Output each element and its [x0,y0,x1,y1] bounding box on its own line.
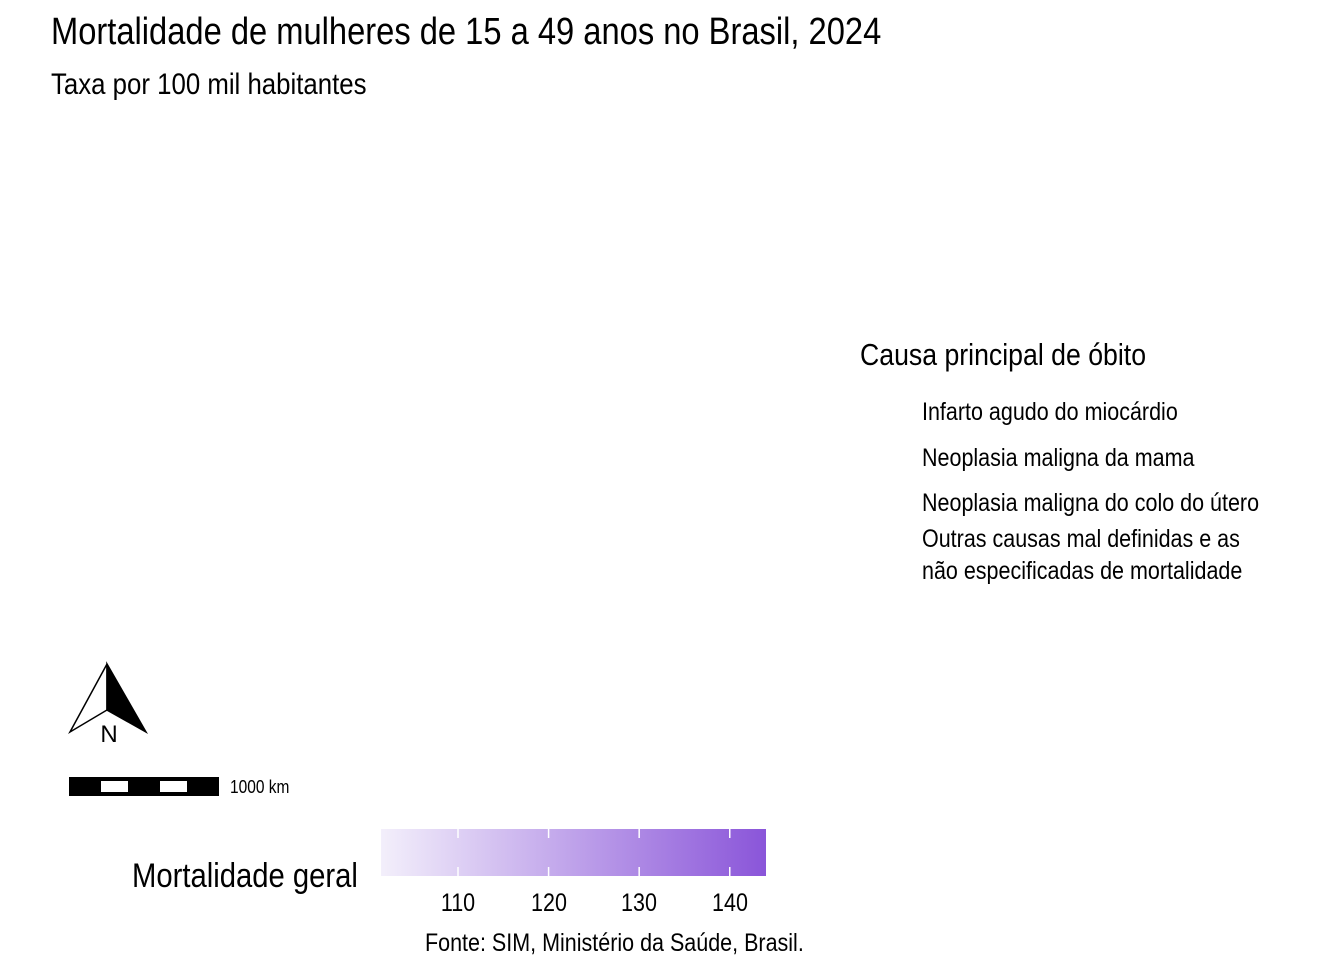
colorbar-title: Mortalidade geral [132,857,358,895]
cause-legend-item: Neoplasia maligna do colo do útero [922,487,1259,519]
scale-bar-frame [69,777,219,796]
cause-legend-item: Outras causas mal definidas e as não esp… [922,523,1242,587]
north-arrow-right-half [106,661,149,734]
chart-subtitle: Taxa por 100 mil habitantes [51,68,367,101]
cause-legend-item: Infarto agudo do miocárdio [922,396,1178,428]
colorbar-gradient [381,829,766,876]
cause-legend-label: Neoplasia maligna do colo do útero [922,489,1260,517]
scale-bar-segment [160,781,187,792]
colorbar-tick-label: 120 [530,889,567,917]
cause-legend-label-line: Outras causas mal definidas e as [922,525,1240,553]
north-arrow-label: N [100,721,117,748]
scale-bar-label: 1000 km [230,777,290,797]
cause-legend-label: Neoplasia maligna da mama [922,444,1195,472]
cause-legend-item: Neoplasia maligna da mama [922,442,1194,474]
colorbar-tick-label: 110 [440,889,476,917]
colorbar-tick-label: 130 [621,889,658,917]
scale-bar-segment [101,781,128,792]
cause-legend-title: Causa principal de óbito [860,337,1147,372]
scale-bar [69,777,219,796]
cause-legend-label-line: não especificadas de mortalidade [922,557,1243,585]
map-panel [40,120,840,640]
north-arrow-icon: N [68,661,149,748]
colorbar-tick-label: 140 [711,889,748,917]
colorbar [381,829,766,876]
chart-title: Mortalidade de mulheres de 15 a 49 anos … [51,11,882,53]
source-caption: Fonte: SIM, Ministério da Saúde, Brasil. [425,929,804,957]
cause-legend-label: Infarto agudo do miocárdio [922,398,1178,426]
